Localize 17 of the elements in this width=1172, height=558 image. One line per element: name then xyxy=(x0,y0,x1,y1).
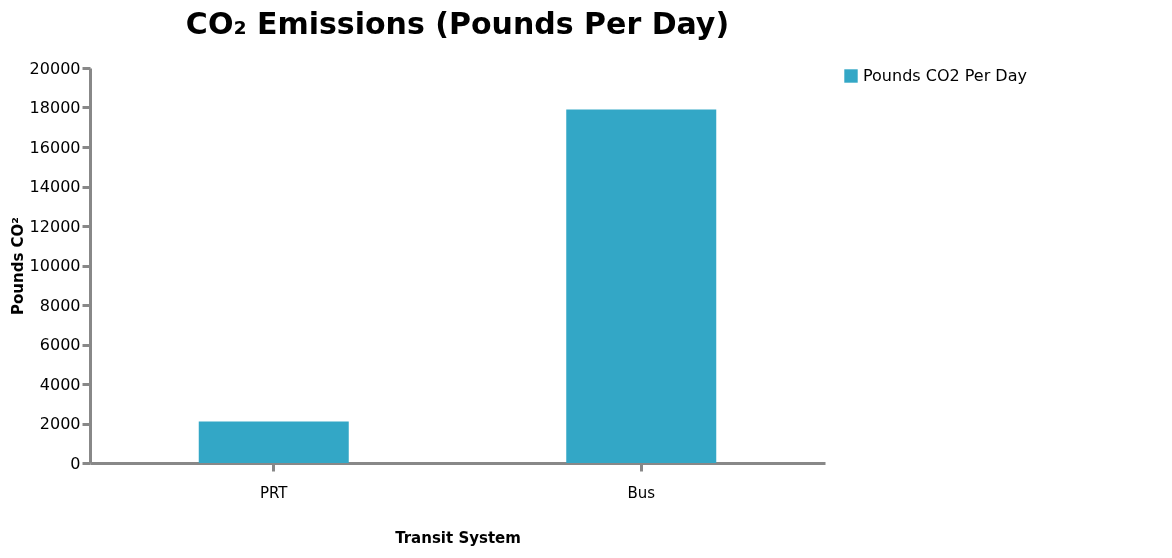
y-tick-label: 14000 xyxy=(29,177,81,196)
y-tick-label: 6000 xyxy=(39,335,81,354)
y-tick-label: 20000 xyxy=(29,58,81,78)
x-tick-label: Bus xyxy=(627,483,656,502)
y-tick-label: 8000 xyxy=(39,295,81,315)
y-tick-label: 2000 xyxy=(39,414,81,433)
y-tick-label: 0 xyxy=(70,453,81,473)
x-axis-title: Transit System xyxy=(395,528,521,547)
y-tick-label: 12000 xyxy=(29,216,81,236)
y-tick-label: 4000 xyxy=(39,374,81,394)
y-tick-label: 10000 xyxy=(29,256,81,275)
y-axis-title: Pounds CO² xyxy=(8,217,27,315)
legend-label: Pounds CO2 Per Day xyxy=(863,66,1027,85)
chart-title: CO₂ Emissions (Pounds Per Day) xyxy=(185,6,730,41)
y-tick-label: 16000 xyxy=(29,137,81,157)
y-tick-label: 18000 xyxy=(29,98,81,117)
x-tick-label: PRT xyxy=(259,483,289,502)
